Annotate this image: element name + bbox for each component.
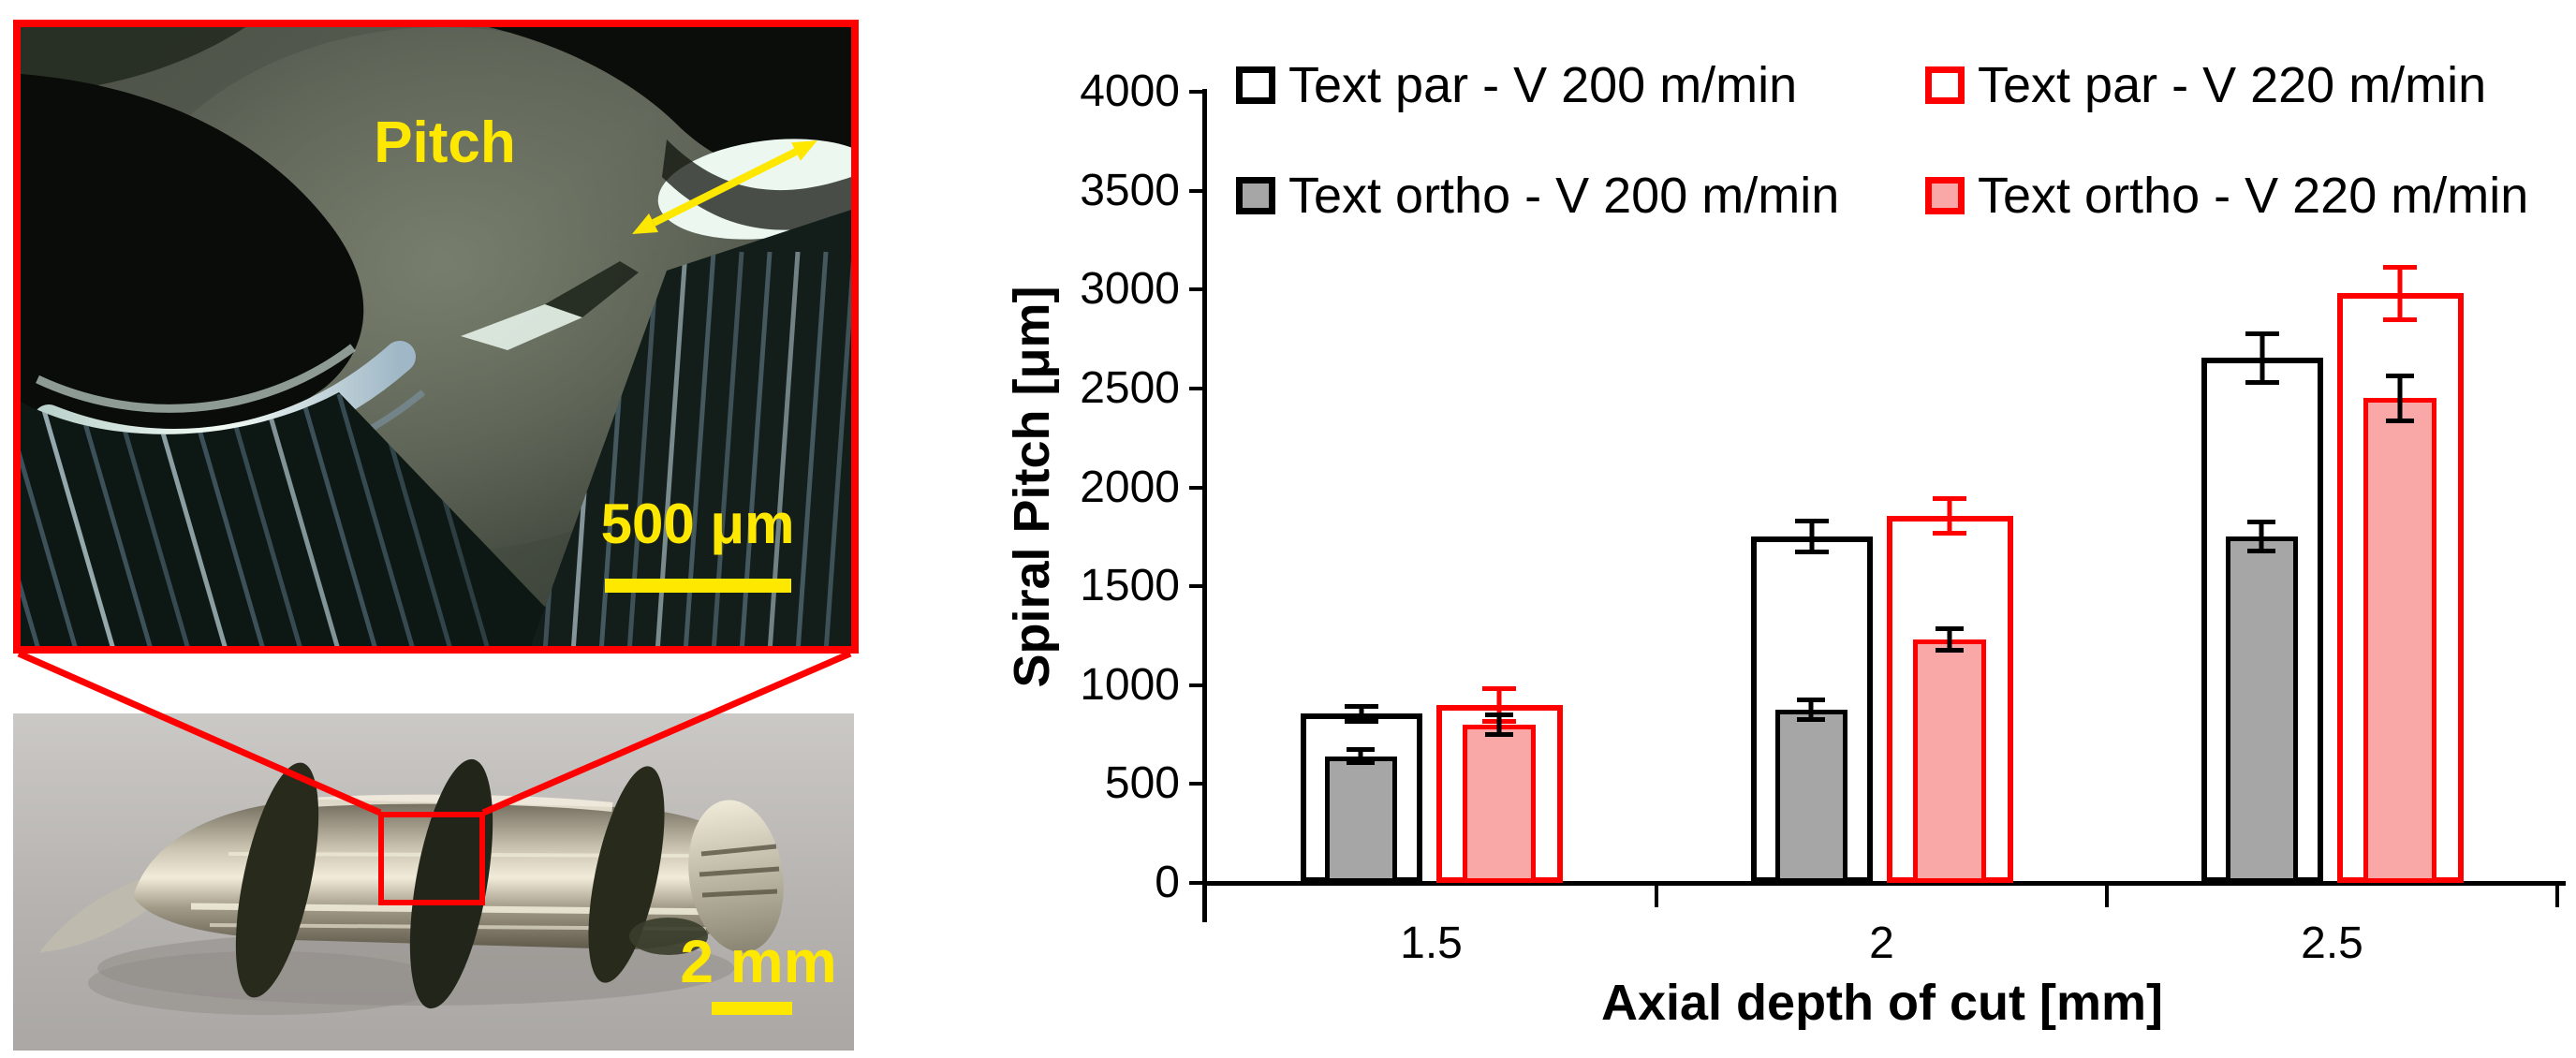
- legend-swatch-ortho-220: [1925, 177, 1965, 214]
- y-tick: [1189, 485, 1206, 490]
- bar-fill-pink-1.5: [1462, 725, 1536, 883]
- micrograph-image: [21, 27, 851, 646]
- x-tick-label: 1.5: [1400, 918, 1463, 968]
- error-bar-stem: [1359, 703, 1363, 724]
- legend-label: Text ortho - V 220 m/min: [1978, 168, 2529, 224]
- legend-item-par-220: Text par - V 220 m/min: [1925, 58, 2486, 112]
- y-tick: [1189, 287, 1206, 292]
- error-bar-fill-pink-1.5: [1484, 713, 1513, 737]
- zoom-region-rectangle: [378, 812, 485, 905]
- error-bar-fill-pink-2: [1935, 626, 1964, 653]
- error-bar-fill-gray-2.5: [2247, 520, 2275, 554]
- chip-scale-bar: [712, 1002, 792, 1015]
- error-bar-stem: [1947, 496, 1952, 536]
- error-bar-cap: [1484, 731, 1513, 737]
- bar-fill-gray-2.5: [2225, 536, 2298, 883]
- legend-label: Text par - V 200 m/min: [1288, 57, 1798, 113]
- error-bar-outline-black-1.5: [1344, 703, 1378, 724]
- error-bar-stem: [1496, 713, 1501, 737]
- chip-scale-label: 2 mm: [680, 928, 837, 995]
- error-bar-fill-gray-1.5: [1347, 747, 1375, 766]
- chip-image: [39, 758, 784, 1015]
- y-tick-label: 3500: [1080, 165, 1180, 215]
- error-bar-stem: [1808, 698, 1814, 722]
- y-tick: [1189, 188, 1206, 193]
- x-tick-label: 2: [1869, 918, 1894, 968]
- error-bar-stem: [2397, 374, 2402, 423]
- error-bar-stem: [2397, 264, 2403, 323]
- y-tick-label: 500: [1104, 758, 1180, 809]
- y-tick: [1189, 881, 1206, 885]
- error-bar-cap: [1935, 647, 1964, 653]
- error-bar-outline-red-2: [1933, 496, 1966, 536]
- bar-fill-gray-1.5: [1324, 757, 1397, 883]
- error-bar-stem: [1358, 747, 1363, 766]
- x-tick: [1655, 883, 1658, 907]
- legend-swatch-par-200: [1236, 66, 1275, 104]
- legend-label: Text par - V 220 m/min: [1978, 57, 2487, 113]
- pitch-arrow: [632, 140, 817, 234]
- legend-item-par-200: Text par - V 200 m/min: [1236, 58, 1797, 112]
- y-tick-label: 2500: [1080, 362, 1180, 413]
- legend-label: Text ortho - V 200 m/min: [1288, 168, 1840, 224]
- error-bar-cap: [1933, 531, 1966, 536]
- error-bar-cap: [2385, 418, 2414, 423]
- y-tick: [1189, 584, 1206, 589]
- y-tick-label: 3000: [1080, 264, 1180, 315]
- error-bar-stem: [1496, 685, 1502, 724]
- legend-swatch-par-220: [1925, 66, 1965, 104]
- bar-fill-pink-2.5: [2363, 398, 2436, 883]
- error-bar-outline-black-2.5: [2245, 331, 2279, 385]
- legend-swatch-ortho-200: [1236, 177, 1275, 214]
- micrograph-scale-label: 500 μm: [600, 492, 795, 555]
- micrograph-panel: Pitch 500 μm: [13, 20, 859, 654]
- y-tick: [1189, 386, 1206, 390]
- y-tick: [1189, 683, 1206, 687]
- pitch-annotation: Pitch: [374, 110, 516, 175]
- error-bar-cap: [1797, 716, 1825, 722]
- x-axis-line: [1202, 881, 2566, 886]
- x-axis-title: Axial depth of cut [mm]: [1600, 975, 2163, 1031]
- error-bar-cap: [1347, 760, 1375, 766]
- error-bar-outline-black-2: [1794, 519, 1829, 555]
- y-tick-label: 4000: [1080, 66, 1180, 116]
- x-tick-label: 2.5: [2301, 918, 2363, 968]
- error-bar-stem: [2260, 331, 2264, 385]
- error-bar-stem: [1947, 626, 1951, 653]
- error-bar-fill-gray-2: [1797, 698, 1825, 722]
- legend-item-ortho-200: Text ortho - V 200 m/min: [1236, 169, 1839, 223]
- error-bar-stem: [1809, 519, 1814, 555]
- error-bar-cap: [1794, 550, 1829, 555]
- error-bar-stem: [2259, 520, 2264, 554]
- micrograph-scale-bar: [605, 579, 791, 593]
- x-tick: [2555, 883, 2559, 907]
- bar-fill-gray-2: [1774, 710, 1847, 883]
- y-tick-label: 1500: [1080, 561, 1180, 611]
- y-tick: [1189, 782, 1206, 786]
- error-bar-outline-red-2.5: [2383, 264, 2417, 323]
- error-bar-cap: [1344, 718, 1378, 724]
- x-tick: [2105, 883, 2109, 907]
- legend-item-ortho-220: Text ortho - V 220 m/min: [1925, 169, 2528, 223]
- error-bar-cap: [2245, 379, 2279, 385]
- error-bar-cap: [2383, 317, 2417, 323]
- y-tick-label: 2000: [1080, 462, 1180, 512]
- y-tick-label: 1000: [1080, 659, 1180, 710]
- error-bar-fill-pink-2.5: [2385, 374, 2414, 423]
- error-bar-cap: [2247, 549, 2275, 554]
- chip-photo-panel: 2 mm: [13, 713, 854, 1051]
- bar-fill-pink-2: [1912, 639, 1986, 883]
- y-tick: [1189, 90, 1206, 94]
- y-axis-line: [1202, 89, 1207, 922]
- y-tick-label: 0: [1155, 858, 1180, 907]
